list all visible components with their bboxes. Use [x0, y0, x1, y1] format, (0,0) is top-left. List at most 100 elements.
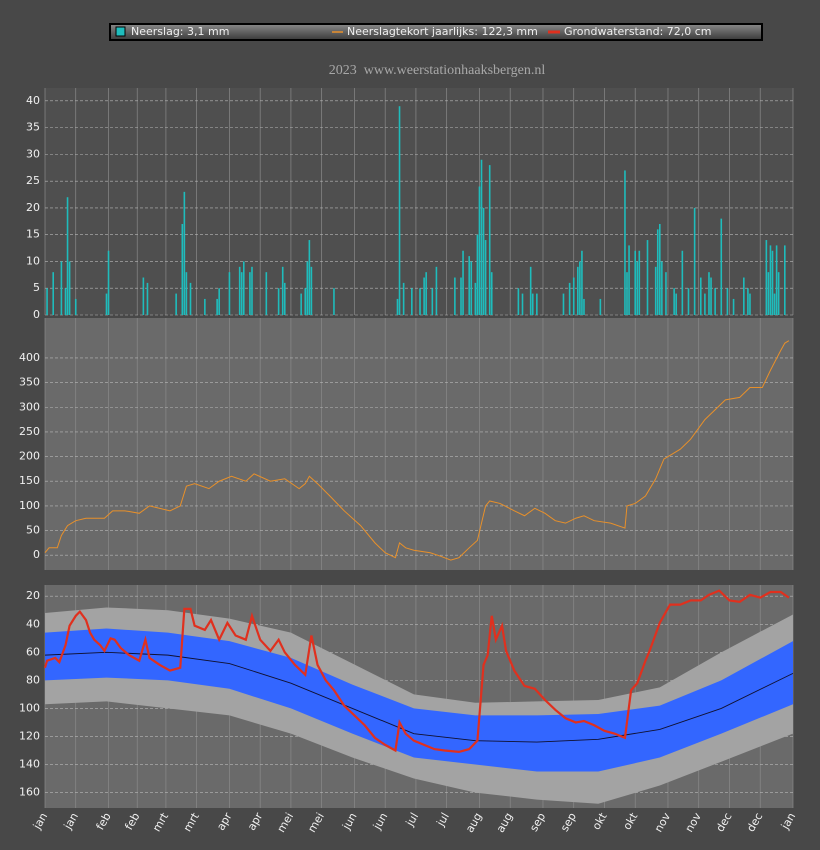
bar — [460, 277, 462, 315]
bar — [681, 250, 684, 315]
bar — [218, 288, 220, 315]
bar — [306, 261, 309, 315]
bar — [675, 293, 677, 315]
y-tick-label: 25 — [26, 174, 40, 187]
x-tick-label: jul — [434, 811, 452, 830]
bar — [175, 293, 177, 315]
bar — [462, 250, 464, 315]
line — [44, 340, 790, 561]
y-tick-label: 20 — [26, 589, 40, 602]
bar — [777, 272, 780, 315]
bar — [142, 277, 145, 315]
bar — [658, 223, 661, 315]
y-tick-label: 50 — [26, 524, 40, 537]
bar — [693, 207, 696, 315]
bar — [431, 288, 434, 315]
y-tick-label: 400 — [19, 351, 40, 364]
bar — [74, 298, 77, 315]
legend-label: Neerslag: 3,1 mm — [131, 25, 229, 38]
bar — [60, 261, 63, 315]
bar — [52, 272, 54, 315]
bar — [572, 277, 575, 315]
bar — [720, 218, 723, 315]
bar — [66, 197, 69, 315]
legend-swatch — [115, 26, 126, 37]
bar — [710, 277, 712, 315]
bar — [708, 272, 710, 315]
bar — [656, 229, 659, 315]
bar — [628, 245, 630, 315]
bar — [181, 223, 184, 315]
bar — [749, 293, 751, 315]
legend: Neerslag: 3,1 mm Neerslagtekort jaarlijk… — [109, 23, 763, 41]
bar — [517, 288, 520, 315]
bar — [308, 240, 311, 315]
bar — [661, 261, 663, 315]
bar — [300, 293, 302, 315]
y-tick-label: 100 — [19, 701, 40, 714]
bar — [402, 282, 405, 315]
bar — [775, 245, 778, 315]
bar — [204, 298, 206, 315]
bar — [562, 293, 565, 315]
y-tick-label: 150 — [19, 474, 40, 487]
x-tick-label: jul — [403, 811, 421, 830]
bar — [474, 282, 477, 315]
bar — [265, 272, 268, 315]
bar — [470, 261, 473, 315]
bar — [568, 282, 571, 315]
bar — [476, 234, 479, 315]
bar — [531, 293, 534, 315]
bar — [626, 272, 628, 315]
y-tick-label: 5 — [33, 281, 40, 294]
bar — [699, 277, 702, 315]
bar — [747, 288, 749, 315]
legend-label: Neerslagtekort jaarlijks: 122,3 mm — [347, 25, 538, 38]
bar — [665, 272, 667, 315]
bar — [435, 266, 438, 315]
bar — [283, 282, 286, 315]
y-tick-label: 0 — [33, 308, 40, 321]
bar — [423, 277, 425, 315]
bar — [68, 261, 71, 315]
line — [43, 589, 790, 754]
legend-box — [109, 23, 763, 41]
bar — [714, 288, 716, 315]
y-tick-label: 40 — [26, 94, 40, 107]
bar — [784, 245, 786, 315]
bar — [183, 191, 186, 315]
bar — [646, 240, 649, 315]
bar — [536, 293, 538, 315]
bar — [185, 272, 188, 315]
y-tick-label: 350 — [19, 376, 40, 389]
bar — [238, 266, 241, 315]
bar — [281, 266, 284, 315]
bar — [636, 261, 639, 315]
bar — [277, 288, 280, 315]
y-tick-label: 0 — [33, 548, 40, 561]
y-tick-label: 10 — [26, 254, 40, 267]
bar — [638, 250, 641, 315]
bar — [242, 261, 245, 315]
bar — [396, 298, 399, 315]
y-tick-label: 15 — [26, 228, 40, 241]
bar — [482, 207, 485, 315]
bar — [411, 288, 413, 315]
bar — [304, 288, 307, 315]
bar — [704, 293, 706, 315]
bar — [249, 272, 251, 315]
bar — [624, 170, 626, 315]
bar — [105, 293, 108, 315]
bar — [240, 272, 243, 315]
line — [44, 651, 794, 743]
bar — [579, 261, 581, 315]
bar — [251, 266, 253, 315]
bar — [765, 240, 768, 315]
bar — [771, 250, 774, 315]
bar — [767, 272, 770, 315]
bar — [529, 266, 532, 315]
bar — [310, 266, 313, 315]
bar — [521, 293, 524, 315]
bar — [454, 277, 456, 315]
